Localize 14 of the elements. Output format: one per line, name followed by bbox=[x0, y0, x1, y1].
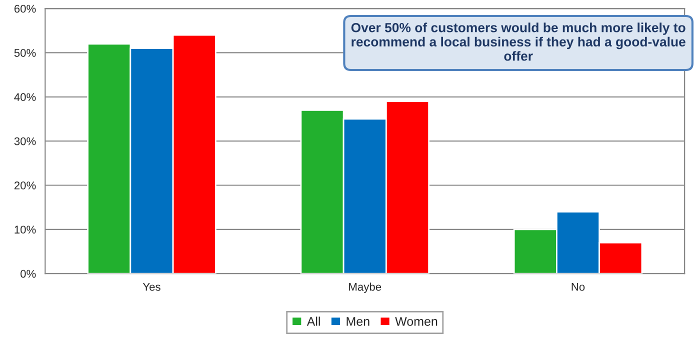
legend-label: All bbox=[306, 316, 320, 326]
y-tick-label: 50% bbox=[14, 48, 36, 57]
y-tick-label: 0% bbox=[20, 270, 36, 278]
y-tick-label: 60% bbox=[14, 4, 36, 13]
y-tick-label: 30% bbox=[14, 137, 36, 146]
x-tick-label: Maybe bbox=[349, 282, 382, 293]
x-tick-label: No bbox=[572, 283, 585, 291]
annotation: Over 50% of customers would be much more likely to recommend a local business if they had a good-value offer bbox=[351, 22, 686, 61]
x-tick-label: Yes bbox=[142, 283, 160, 291]
y-tick-label: 10% bbox=[14, 226, 36, 234]
y-tick-label: 40% bbox=[14, 93, 36, 102]
y-tick-label: 20% bbox=[14, 182, 36, 190]
legend-label: Men bbox=[346, 317, 370, 326]
legend-label: Women bbox=[395, 317, 438, 326]
